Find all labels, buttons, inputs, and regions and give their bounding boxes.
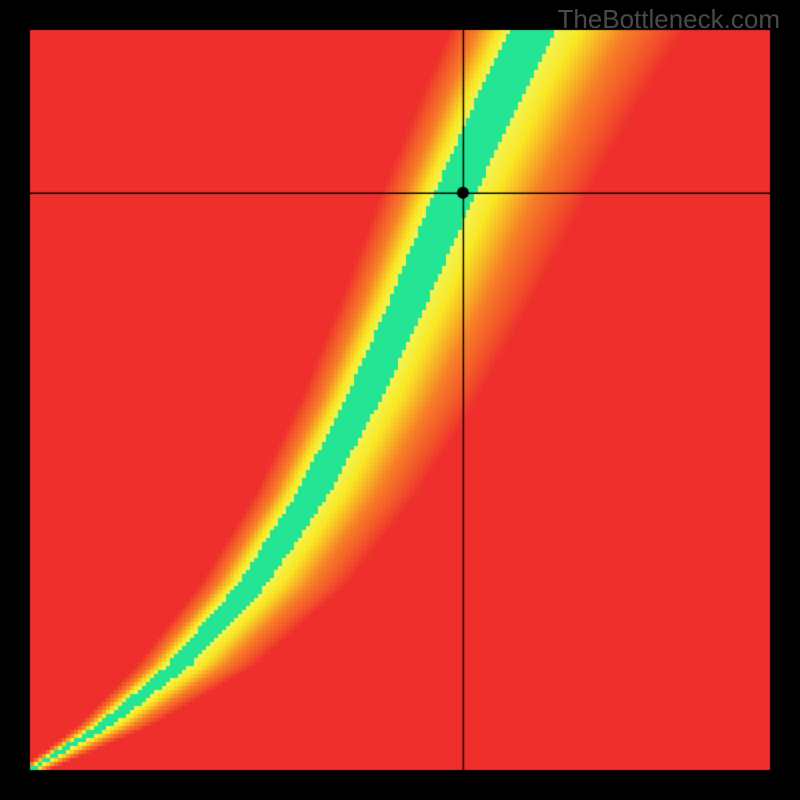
watermark-text: TheBottleneck.com [557,4,780,35]
chart-container: TheBottleneck.com [0,0,800,800]
bottleneck-heatmap [0,0,800,800]
